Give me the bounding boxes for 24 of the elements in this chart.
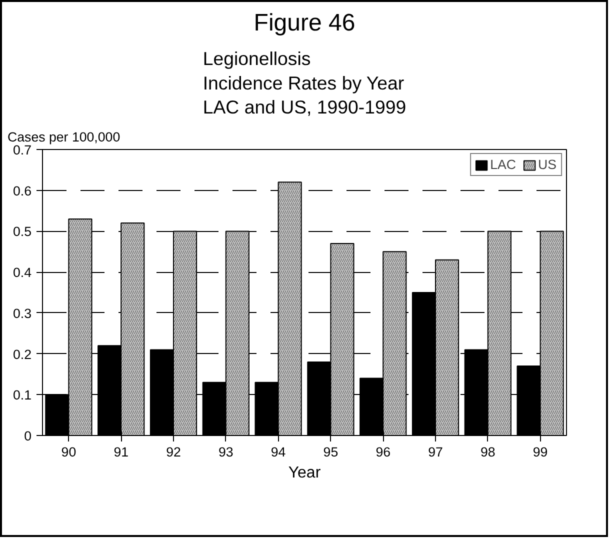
x-axis-title: Year [288,464,322,482]
x-tick-label: 96 [376,444,391,460]
y-tick-label: 0.6 [12,183,32,198]
x-tick-label: 94 [270,444,286,460]
x-tick-label: 97 [428,444,443,460]
chart-subtitle: Legionellosis Incidence Rates by Year LAC and US, 1990-1999 [202,48,406,118]
y-tick-label: 0.5 [12,224,32,240]
x-tick-label: 98 [480,444,496,460]
x-tick-label: 91 [114,444,129,460]
legend-label: US [538,157,558,172]
y-tick-label: 0 [24,428,32,444]
y-axis-title: Cases per 100,000 [8,130,120,144]
x-tick-label: 92 [166,444,181,460]
legend-label: LAC [490,157,516,172]
y-tick-label: 0.3 [12,306,32,321]
x-tick-label: 99 [532,444,548,460]
x-tick-label: 90 [61,444,76,460]
x-tick-label: 93 [218,444,234,460]
x-tick-label: 95 [323,444,338,460]
y-tick-label: 0.4 [12,265,32,280]
y-tick-label: 0.1 [12,388,32,403]
y-tick-label: 0.2 [12,346,32,362]
y-tick-label: 0.7 [12,142,32,158]
chart-title: Figure 46 [254,10,356,36]
